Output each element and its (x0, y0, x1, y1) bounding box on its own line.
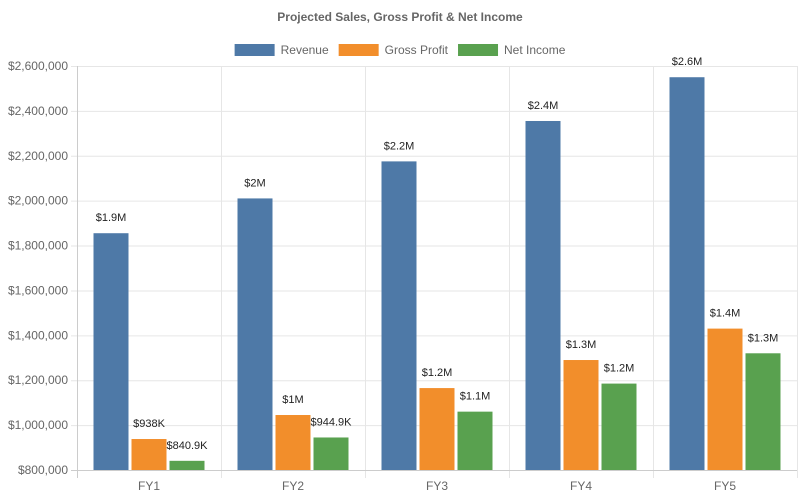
data-label: $1.1M (460, 391, 491, 403)
data-labels: $1.9M $2M $2.2M $2.4M $2.6M $938K $1M $1.2M $1.3… (96, 56, 779, 452)
y-tick-label: $1,000,000 (8, 418, 68, 432)
legend-swatch-gross-profit[interactable] (338, 44, 379, 56)
bar-revenue[interactable] (381, 161, 417, 470)
bar-revenue[interactable] (237, 198, 273, 470)
y-tick-label: $2,000,000 (8, 194, 68, 208)
bar-net-income[interactable] (313, 437, 349, 470)
data-label: $2M (244, 177, 265, 189)
data-label: $1.2M (604, 363, 635, 375)
data-label: $944.9K (311, 416, 353, 428)
data-label: $2.4M (528, 100, 559, 112)
y-tick-label: $2,400,000 (8, 104, 68, 118)
x-tick-label: FY2 (282, 479, 304, 493)
bar-gross-profit[interactable] (131, 439, 167, 470)
data-label: $1.3M (748, 332, 779, 344)
x-tick-label: FY1 (138, 479, 160, 493)
bar-net-income[interactable] (169, 460, 205, 470)
y-tick-label: $1,800,000 (8, 239, 68, 253)
bar-revenue[interactable] (525, 120, 561, 470)
legend-label[interactable]: Net Income (504, 43, 566, 57)
data-label: $2.2M (384, 140, 415, 152)
data-label: $1.9M (96, 212, 127, 224)
y-tick-label: $1,200,000 (8, 373, 68, 387)
y-tick-label: $1,600,000 (8, 283, 68, 297)
y-axis-ticks: $800,000 $1,000,000 $1,200,000 $1,400,000 $1… (8, 59, 68, 477)
x-tick-label: FY5 (714, 479, 736, 493)
data-label: $840.9K (167, 440, 209, 452)
data-label: $1.3M (566, 339, 597, 351)
data-label: $1M (282, 394, 303, 406)
bar-gross-profit[interactable] (419, 388, 455, 470)
bar-gross-profit[interactable] (707, 328, 743, 470)
x-axis-ticks: FY1 FY2 FY3 FY4 FY5 (138, 479, 736, 493)
data-label: $2.6M (672, 56, 703, 68)
y-tick-label: $1,400,000 (8, 328, 68, 342)
axes (71, 66, 797, 478)
x-tick-label: FY4 (570, 479, 592, 493)
legend-swatch-revenue[interactable] (234, 44, 275, 56)
data-label: $1.2M (422, 367, 453, 379)
x-tick-label: FY3 (426, 479, 448, 493)
bar-net-income[interactable] (745, 353, 781, 470)
legend[interactable]: Revenue Gross Profit Net Income (234, 43, 566, 57)
chart-title: Projected Sales, Gross Profit & Net Inco… (277, 10, 523, 24)
legend-label[interactable]: Gross Profit (385, 43, 449, 57)
data-label: $938K (133, 418, 165, 430)
bar-gross-profit[interactable] (275, 415, 311, 470)
bar-revenue[interactable] (669, 77, 705, 470)
bar-net-income[interactable] (601, 383, 637, 470)
bar-net-income[interactable] (457, 411, 493, 470)
bar-gross-profit[interactable] (563, 360, 599, 470)
data-label: $1.4M (710, 308, 741, 320)
y-tick-label: $2,600,000 (8, 59, 68, 73)
legend-label[interactable]: Revenue (281, 43, 329, 57)
legend-swatch-net-income[interactable] (458, 44, 499, 56)
y-tick-label: $800,000 (18, 463, 68, 477)
bars (93, 77, 781, 470)
bar-revenue[interactable] (93, 233, 129, 470)
y-tick-label: $2,200,000 (8, 149, 68, 163)
